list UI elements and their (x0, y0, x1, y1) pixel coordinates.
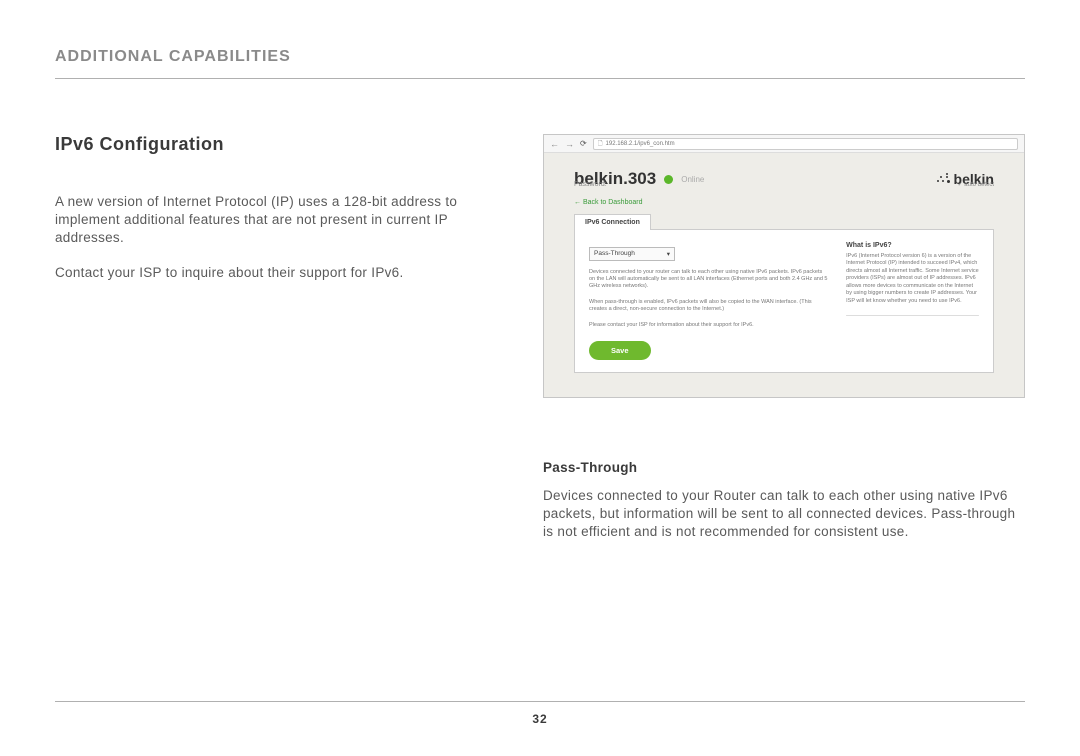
desc-1: Devices connected to your router can tal… (589, 269, 828, 291)
intro-paragraph-2: Contact your ISP to inquire about their … (55, 264, 495, 282)
chevron-down-icon: ▾ (667, 250, 670, 258)
desc-2: When pass-through is enabled, IPv6 packe… (589, 299, 828, 314)
url-text: 192.168.2.1/ipv6_con.htm (606, 141, 675, 147)
url-field[interactable]: 🗋 192.168.2.1/ipv6_con.htm (593, 138, 1018, 150)
page-number: 32 (0, 712, 1080, 726)
right-column: ← → ⟳ 🗋 192.168.2.1/ipv6_con.htm belkin.… (543, 134, 1025, 558)
ipv6-panel: Pass-Through ▾ Devices connected to your… (574, 229, 994, 373)
left-column: IPv6 Configuration A new version of Inte… (55, 134, 495, 558)
status-text: Online (681, 175, 704, 184)
browser-chrome: ← → ⟳ 🗋 192.168.2.1/ipv6_con.htm (544, 135, 1024, 153)
section-title: IPv6 Configuration (55, 134, 495, 155)
password-label: Password: (574, 181, 607, 188)
mode-select-value: Pass-Through (594, 250, 635, 257)
desc-3: Please contact your ISP for information … (589, 322, 828, 329)
reload-icon[interactable]: ⟳ (580, 139, 587, 148)
belkin-dots-icon (936, 172, 950, 186)
mode-select[interactable]: Pass-Through ▾ (589, 247, 675, 261)
info-heading: What is IPv6? (846, 242, 979, 249)
forward-arrow-icon[interactable]: → (565, 139, 574, 149)
router-header: belkin.303 Online belkin (544, 153, 1024, 199)
info-text: IPv6 (Internet Protocol version 6) is a … (846, 253, 979, 305)
autodetect-label: ✓ auto detect (958, 181, 994, 188)
passthrough-paragraph: Devices connected to your Router can tal… (543, 487, 1025, 542)
divider (846, 315, 979, 319)
back-to-dashboard-link[interactable]: ← Back to Dashboard (574, 199, 994, 206)
passthrough-heading: Pass-Through (543, 460, 1025, 475)
ipv6-tab[interactable]: IPv6 Connection (574, 214, 651, 230)
footer-rule (55, 701, 1025, 702)
status-dot-icon (664, 175, 673, 184)
router-screenshot: ← → ⟳ 🗋 192.168.2.1/ipv6_con.htm belkin.… (543, 134, 1025, 398)
router-body: ← Back to Dashboard IPv6 Connection Pass… (574, 199, 994, 389)
intro-paragraph-1: A new version of Internet Protocol (IP) … (55, 193, 495, 248)
globe-icon: 🗋 (598, 139, 603, 149)
save-button[interactable]: Save (589, 341, 651, 360)
back-arrow-icon[interactable]: ← (550, 139, 559, 149)
page-header: ADDITIONAL CAPABILITIES (55, 48, 1025, 79)
